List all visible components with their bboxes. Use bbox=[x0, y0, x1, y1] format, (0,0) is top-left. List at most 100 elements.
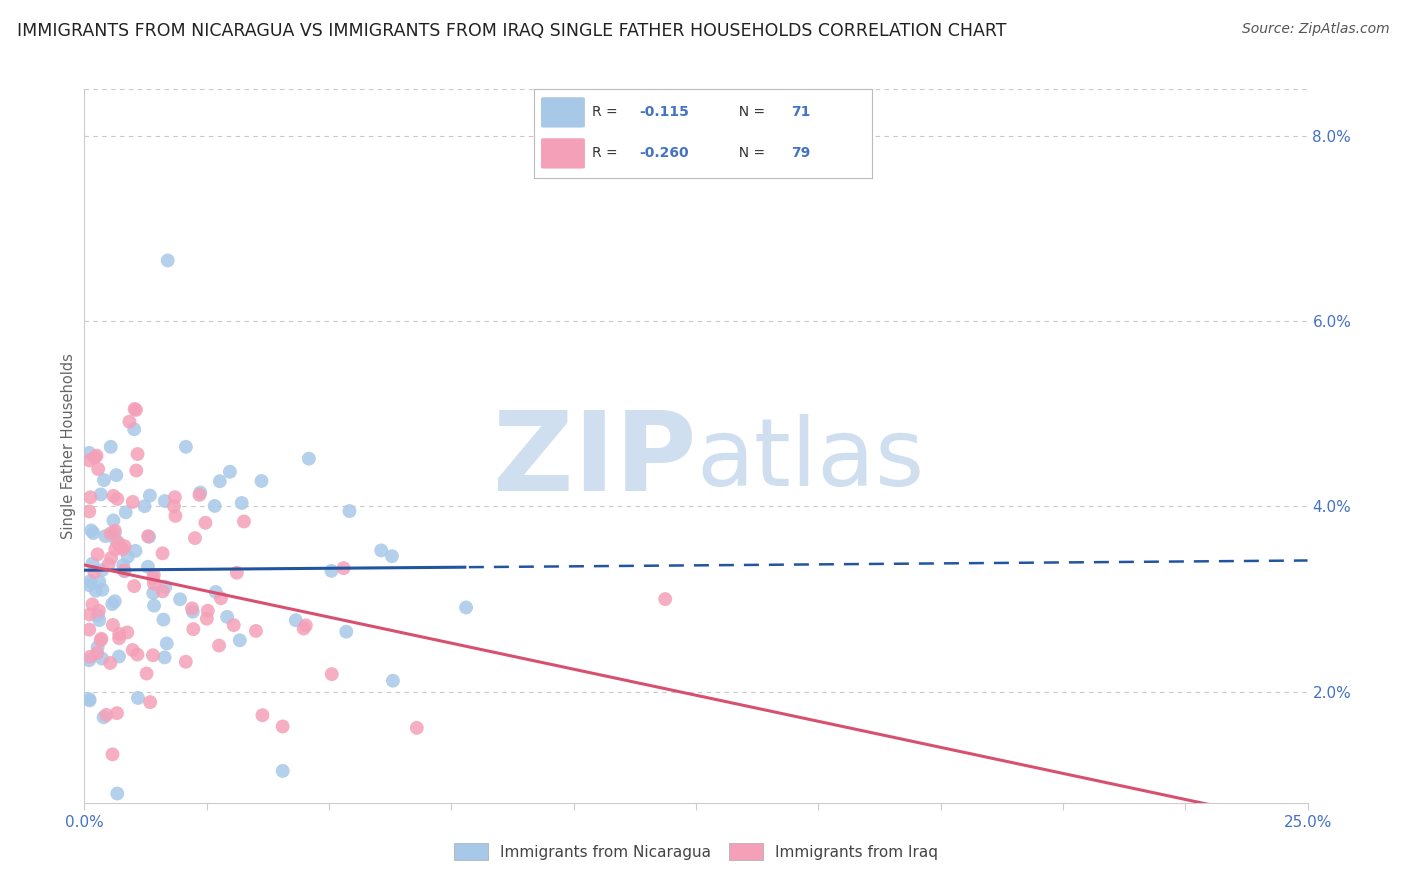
Text: R =: R = bbox=[592, 146, 621, 161]
Point bbox=[208, 639, 231, 653]
Point bbox=[284, 613, 307, 627]
Point bbox=[100, 526, 122, 541]
Point bbox=[181, 601, 204, 615]
Point bbox=[80, 524, 103, 538]
Point bbox=[105, 787, 128, 801]
Point bbox=[93, 473, 115, 487]
Point bbox=[94, 529, 117, 543]
Point bbox=[89, 574, 111, 589]
Point bbox=[298, 451, 321, 466]
Point bbox=[295, 618, 318, 632]
Point bbox=[163, 490, 186, 504]
Point bbox=[188, 485, 211, 500]
Point bbox=[184, 531, 207, 545]
Point bbox=[90, 632, 112, 646]
Point bbox=[79, 607, 101, 622]
Point bbox=[370, 543, 392, 558]
Point bbox=[87, 604, 110, 618]
Point bbox=[204, 585, 226, 599]
Point bbox=[381, 673, 404, 688]
Point bbox=[454, 600, 477, 615]
Point bbox=[153, 650, 176, 665]
Point bbox=[134, 499, 156, 513]
Point bbox=[181, 622, 204, 636]
Point bbox=[77, 578, 100, 592]
Point bbox=[83, 565, 105, 579]
Point bbox=[165, 508, 187, 523]
Point bbox=[142, 571, 165, 585]
Point bbox=[121, 643, 143, 657]
Point bbox=[100, 440, 122, 454]
Point bbox=[101, 597, 124, 611]
Point bbox=[181, 605, 204, 619]
Point bbox=[112, 564, 135, 578]
Point bbox=[105, 468, 128, 483]
Text: N =: N = bbox=[730, 105, 769, 120]
Point bbox=[381, 549, 404, 564]
Point bbox=[105, 706, 128, 720]
Point bbox=[143, 576, 166, 591]
Point bbox=[250, 474, 273, 488]
Point bbox=[197, 604, 219, 618]
Text: -0.115: -0.115 bbox=[638, 105, 689, 120]
Point bbox=[108, 649, 131, 664]
Point bbox=[122, 422, 145, 436]
Point bbox=[101, 618, 124, 632]
Point bbox=[84, 583, 107, 598]
Point bbox=[252, 708, 274, 723]
Point bbox=[86, 646, 108, 660]
Point bbox=[127, 648, 149, 662]
Point bbox=[188, 488, 211, 502]
Point bbox=[217, 610, 239, 624]
Point bbox=[82, 557, 104, 571]
Point bbox=[117, 625, 139, 640]
Point bbox=[143, 599, 166, 613]
Text: atlas: atlas bbox=[696, 414, 924, 507]
Point bbox=[77, 653, 100, 667]
Text: N =: N = bbox=[730, 146, 769, 161]
Point bbox=[91, 563, 114, 577]
Point bbox=[114, 505, 136, 519]
Point bbox=[169, 592, 191, 607]
Point bbox=[174, 655, 197, 669]
Point bbox=[114, 565, 136, 579]
Point bbox=[231, 496, 253, 510]
Legend: Immigrants from Nicaragua, Immigrants from Iraq: Immigrants from Nicaragua, Immigrants fr… bbox=[449, 837, 943, 866]
Point bbox=[292, 622, 315, 636]
Point bbox=[142, 648, 165, 663]
Point bbox=[152, 584, 174, 599]
Point bbox=[77, 623, 100, 637]
Text: ZIP: ZIP bbox=[492, 407, 696, 514]
Point bbox=[142, 567, 165, 582]
Point bbox=[136, 529, 159, 543]
Point bbox=[156, 636, 179, 650]
Point bbox=[194, 516, 217, 530]
Point bbox=[335, 624, 357, 639]
Point bbox=[77, 692, 100, 706]
Point bbox=[127, 447, 149, 461]
Point bbox=[104, 526, 127, 541]
Point bbox=[219, 465, 242, 479]
Point bbox=[174, 440, 197, 454]
Point bbox=[105, 534, 128, 549]
Point bbox=[77, 453, 100, 467]
Point bbox=[86, 640, 108, 655]
Point bbox=[125, 403, 148, 417]
Point bbox=[225, 566, 247, 580]
Point bbox=[79, 574, 101, 589]
Point bbox=[77, 504, 100, 518]
Point bbox=[136, 559, 159, 574]
Point bbox=[654, 592, 676, 607]
Y-axis label: Single Father Households: Single Father Households bbox=[60, 353, 76, 539]
Point bbox=[271, 719, 294, 733]
Text: -0.260: -0.260 bbox=[638, 146, 689, 161]
Point bbox=[139, 695, 162, 709]
Text: R =: R = bbox=[592, 105, 621, 120]
Point bbox=[108, 627, 131, 641]
Point bbox=[332, 561, 354, 575]
Point bbox=[127, 690, 149, 705]
Point bbox=[122, 579, 145, 593]
Point bbox=[152, 546, 174, 560]
Point bbox=[142, 586, 165, 600]
Point bbox=[104, 524, 127, 538]
